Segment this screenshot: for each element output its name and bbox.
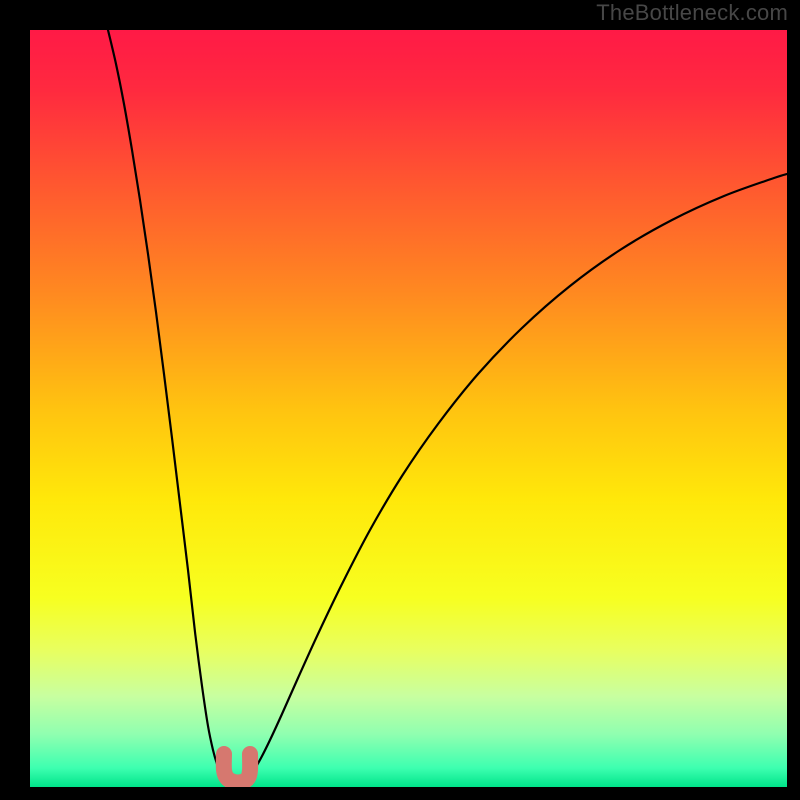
plot-area [30, 30, 787, 787]
curve-left [108, 30, 223, 777]
trough-marker [224, 754, 250, 783]
curve-right [249, 174, 787, 777]
curve-overlay [30, 30, 787, 787]
chart-canvas: TheBottleneck.com [0, 0, 800, 800]
attribution-label: TheBottleneck.com [596, 0, 788, 26]
